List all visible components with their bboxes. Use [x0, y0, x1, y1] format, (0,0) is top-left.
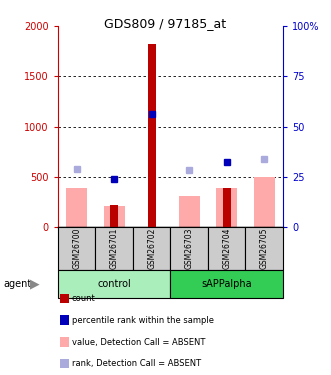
Bar — [216, 188, 237, 227]
Bar — [170, 270, 283, 298]
Text: value, Detection Call = ABSENT: value, Detection Call = ABSENT — [72, 338, 205, 346]
Text: ▶: ▶ — [30, 278, 40, 291]
Bar — [179, 196, 200, 227]
Bar — [170, 227, 208, 270]
Text: GSM26704: GSM26704 — [222, 228, 231, 269]
Text: GDS809 / 97185_at: GDS809 / 97185_at — [105, 17, 226, 30]
Text: sAPPalpha: sAPPalpha — [202, 279, 252, 289]
Bar — [104, 206, 124, 227]
Text: GSM26702: GSM26702 — [147, 228, 156, 269]
Text: GSM26703: GSM26703 — [185, 228, 194, 269]
Bar — [148, 44, 156, 227]
Bar — [66, 188, 87, 227]
Text: count: count — [72, 294, 96, 303]
Bar — [95, 227, 133, 270]
Text: rank, Detection Call = ABSENT: rank, Detection Call = ABSENT — [72, 359, 201, 368]
Bar — [110, 205, 118, 227]
Text: GSM26700: GSM26700 — [72, 228, 81, 269]
Bar — [223, 188, 231, 227]
Bar — [58, 270, 170, 298]
Text: percentile rank within the sample: percentile rank within the sample — [72, 316, 214, 325]
Bar — [254, 177, 274, 227]
Bar — [133, 227, 170, 270]
Bar — [208, 227, 246, 270]
Bar — [58, 227, 95, 270]
Text: GSM26701: GSM26701 — [110, 228, 119, 269]
Bar — [246, 227, 283, 270]
Text: GSM26705: GSM26705 — [260, 228, 269, 269]
Text: control: control — [97, 279, 131, 289]
Text: agent: agent — [3, 279, 31, 289]
